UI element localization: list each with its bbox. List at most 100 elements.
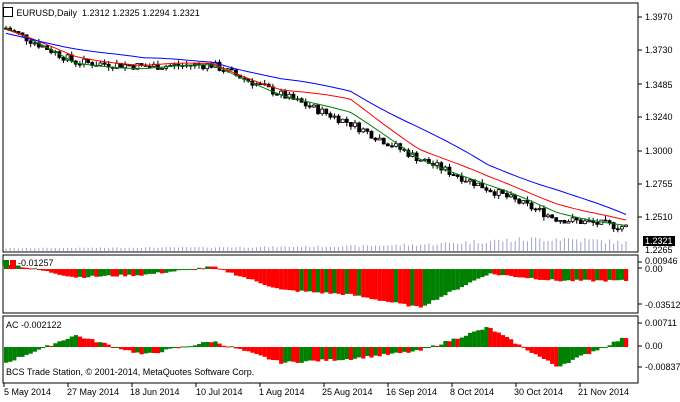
candle-body	[541, 208, 546, 218]
candle-body	[505, 193, 509, 198]
ao-histogram-bar	[65, 269, 70, 277]
price-tick-1: 1.3970	[645, 12, 673, 22]
ao-histogram-bar	[49, 269, 54, 273]
ao-histogram-bar	[439, 269, 444, 297]
ao-value: -0.01257	[18, 258, 54, 268]
ac-histogram-bar	[139, 347, 144, 355]
time-tick-3: 18 Jun 2014	[130, 387, 180, 397]
ao-histogram-bar	[607, 269, 612, 280]
ac-panel-frame	[2, 315, 639, 384]
ac-tick-zero: 0.00	[645, 341, 663, 351]
candle-body	[361, 128, 366, 133]
ao-histogram-bar	[160, 269, 165, 274]
ac-histogram-bar	[82, 338, 87, 348]
ac-histogram-bar	[192, 345, 198, 348]
ao-histogram-bar	[398, 269, 403, 304]
ao-histogram-bar	[45, 269, 50, 271]
candle-body	[156, 63, 160, 70]
ao-histogram-bar	[147, 269, 152, 274]
ao-histogram-bar	[369, 269, 374, 300]
ac-histogram-bar	[283, 347, 288, 363]
ao-histogram-bar	[127, 269, 132, 275]
ao-histogram-bar	[143, 269, 148, 275]
ac-histogram-bar	[188, 346, 193, 348]
ac-histogram-bar	[229, 346, 235, 348]
ac-histogram-bar	[463, 335, 469, 348]
ac-histogram-bar	[344, 347, 349, 360]
ao-histogram-bar	[53, 269, 58, 274]
candle-body	[353, 122, 357, 127]
ac-histogram-bar	[135, 347, 140, 353]
ac-histogram-bar	[213, 341, 218, 348]
ac-histogram-bar	[550, 347, 555, 364]
ao-histogram-bar	[295, 269, 300, 292]
ac-histogram-bar	[274, 347, 280, 361]
candle-body	[78, 63, 82, 66]
ao-histogram-bar	[582, 269, 588, 280]
candle-body	[291, 93, 296, 100]
ao-tick-bottom: -0.03512	[645, 300, 680, 310]
candle-body	[529, 202, 534, 210]
ao-histogram-bar	[545, 269, 551, 281]
ac-histogram-bar	[562, 347, 567, 364]
ac-histogram-bar	[574, 347, 579, 358]
ao-histogram-bar	[357, 269, 362, 296]
ao-histogram-bar	[455, 269, 460, 290]
ac-histogram-bar	[332, 347, 337, 361]
candle-body	[28, 40, 33, 44]
candle-body	[349, 122, 353, 127]
ao-histogram-bar	[254, 269, 259, 282]
ao-histogram-bar	[587, 269, 592, 280]
ac-histogram-bar	[377, 347, 382, 357]
ac-histogram-bar	[299, 347, 304, 363]
current-price-tag: 1.2321	[643, 236, 675, 246]
ao-histogram-bar	[299, 269, 304, 291]
ao-histogram-bar	[155, 269, 161, 273]
ao-histogram-bar	[196, 267, 202, 270]
ao-histogram-bar	[348, 269, 354, 294]
candle-body	[558, 220, 563, 222]
ao-histogram-bar	[484, 269, 489, 276]
candle-body	[328, 113, 333, 118]
ac-histogram-bar	[24, 347, 29, 355]
ao-histogram-bar	[242, 269, 247, 278]
ac-histogram-bar	[32, 347, 37, 352]
ao-histogram-bar	[463, 269, 469, 286]
candle-body	[377, 137, 382, 141]
candle-body	[435, 162, 440, 166]
ac-histogram-bar	[45, 345, 50, 348]
ac-header: AC -0.002122	[6, 320, 62, 330]
price-tick-6: 1.2755	[645, 179, 673, 189]
ao-histogram-bar	[509, 269, 514, 276]
candle-body	[550, 214, 554, 219]
ac-histogram-bar	[106, 344, 111, 348]
ac-histogram-bar	[484, 327, 489, 348]
ac-histogram-bar	[49, 345, 54, 348]
ac-histogram-bar	[316, 347, 321, 362]
candle-body	[283, 90, 288, 99]
ao-histogram-bar	[525, 269, 530, 279]
ao-histogram-bar	[201, 268, 206, 270]
ac-histogram-bar	[426, 347, 432, 349]
ao-histogram-bar	[389, 269, 395, 303]
copyright-text: BCS Trade Station, © 2001-2014, MetaQuot…	[6, 367, 255, 377]
ac-histogram-bar	[65, 338, 70, 348]
ao-histogram-bar	[303, 269, 308, 292]
ao-histogram-bar	[431, 269, 436, 301]
ao-histogram-bar	[410, 269, 415, 306]
ac-histogram-bar	[570, 347, 575, 360]
ac-histogram-bar	[365, 347, 370, 356]
ao-histogram-bar	[258, 269, 263, 284]
ac-histogram-bar	[12, 347, 17, 361]
moving-average-ma_slow	[5, 32, 627, 215]
candle-body	[344, 118, 349, 123]
ao-histogram-bar	[472, 269, 477, 281]
ac-histogram-bar	[266, 347, 271, 360]
candle-body	[221, 70, 226, 72]
candle-body	[546, 214, 550, 218]
main-panel-frame	[2, 2, 639, 253]
ao-histogram-bar	[611, 269, 616, 281]
candle-body	[316, 104, 320, 115]
